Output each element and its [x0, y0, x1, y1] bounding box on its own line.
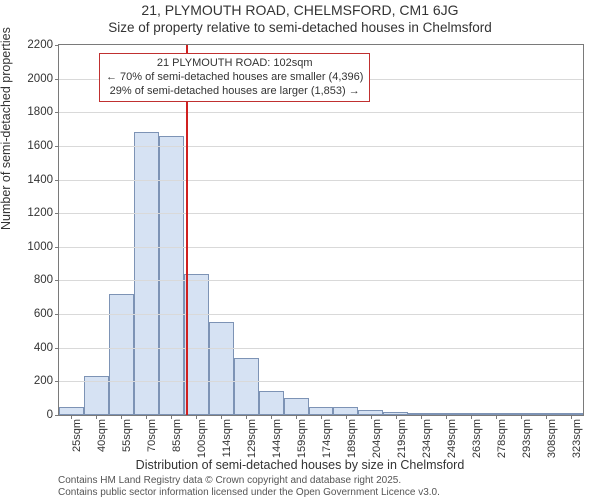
- histogram-bar: [284, 398, 309, 415]
- y-tick-mark: [55, 247, 59, 248]
- x-tick-label: 129sqm: [246, 419, 258, 458]
- footer-attribution: Contains HM Land Registry data © Crown c…: [58, 475, 440, 498]
- y-tick-label: 1600: [27, 140, 53, 152]
- x-tick-label: 85sqm: [171, 419, 183, 452]
- x-tick-label: 144sqm: [271, 419, 283, 458]
- y-tick-label: 400: [34, 342, 53, 354]
- gridline: [59, 314, 583, 315]
- gridline: [59, 213, 583, 214]
- x-axis-label: Distribution of semi-detached houses by …: [0, 458, 600, 472]
- y-tick-mark: [55, 348, 59, 349]
- annotation-line: ← 70% of semi-detached houses are smalle…: [106, 71, 363, 85]
- x-tick-label: 114sqm: [221, 419, 233, 457]
- y-tick-label: 600: [34, 308, 53, 320]
- gridline: [59, 348, 583, 349]
- x-tick-label: 100sqm: [196, 419, 208, 458]
- x-tick-label: 249sqm: [446, 419, 458, 458]
- gridline: [59, 247, 583, 248]
- y-tick-mark: [55, 213, 59, 214]
- x-tick-label: 55sqm: [121, 419, 133, 452]
- x-tick-label: 159sqm: [296, 419, 308, 458]
- histogram-bar: [109, 294, 134, 415]
- histogram-bar: [333, 407, 358, 415]
- x-tick-label: 278sqm: [496, 419, 508, 458]
- x-tick-label: 40sqm: [96, 419, 108, 452]
- y-tick-label: 1200: [27, 207, 53, 219]
- chart-title-address: 21, PLYMOUTH ROAD, CHELMSFORD, CM1 6JG: [0, 2, 600, 18]
- y-tick-label: 800: [34, 274, 53, 286]
- x-tick-label: 234sqm: [421, 419, 433, 458]
- histogram-bar: [209, 322, 234, 415]
- y-tick-mark: [55, 45, 59, 46]
- y-tick-label: 200: [34, 375, 53, 387]
- annotation-line: 21 PLYMOUTH ROAD: 102sqm: [106, 57, 363, 71]
- y-tick-label: 2000: [27, 73, 53, 85]
- y-tick-label: 0: [47, 409, 53, 421]
- histogram-bar: [309, 407, 334, 415]
- histogram-bar: [259, 391, 284, 415]
- y-tick-label: 1400: [27, 174, 53, 186]
- x-tick-label: 293sqm: [521, 419, 533, 458]
- histogram-chart: 21, PLYMOUTH ROAD, CHELMSFORD, CM1 6JG S…: [0, 0, 600, 500]
- histogram-bar: [59, 407, 84, 415]
- footer-line-2: Contains public sector information licen…: [58, 487, 440, 498]
- x-tick-label: 308sqm: [546, 419, 558, 458]
- gridline: [59, 112, 583, 113]
- x-tick-label: 174sqm: [321, 419, 333, 458]
- x-tick-label: 25sqm: [71, 419, 83, 452]
- x-tick-label: 189sqm: [346, 419, 358, 458]
- histogram-bar: [159, 136, 184, 415]
- gridline: [59, 146, 583, 147]
- y-tick-mark: [55, 79, 59, 80]
- y-tick-label: 2200: [27, 39, 53, 51]
- y-axis-label: Number of semi-detached properties: [0, 27, 13, 230]
- histogram-bar: [234, 358, 259, 415]
- x-tick-label: 323sqm: [571, 419, 583, 458]
- annotation-line: 29% of semi-detached houses are larger (…: [106, 85, 363, 99]
- x-tick-label: 263sqm: [471, 419, 483, 458]
- y-tick-mark: [55, 314, 59, 315]
- x-tick-label: 219sqm: [396, 419, 408, 458]
- histogram-bar: [134, 132, 159, 415]
- y-tick-mark: [55, 415, 59, 416]
- annotation-box: 21 PLYMOUTH ROAD: 102sqm← 70% of semi-de…: [99, 53, 370, 102]
- plot-area: 0200400600800100012001400160018002000220…: [58, 44, 584, 416]
- y-tick-label: 1800: [27, 106, 53, 118]
- x-tick-label: 204sqm: [371, 419, 383, 458]
- y-tick-mark: [55, 146, 59, 147]
- y-tick-mark: [55, 280, 59, 281]
- gridline: [59, 280, 583, 281]
- footer-line-1: Contains HM Land Registry data © Crown c…: [58, 475, 401, 486]
- y-tick-label: 1000: [27, 241, 53, 253]
- x-tick-label: 70sqm: [146, 419, 158, 452]
- y-tick-mark: [55, 381, 59, 382]
- y-tick-mark: [55, 112, 59, 113]
- gridline: [59, 180, 583, 181]
- chart-subtitle: Size of property relative to semi-detach…: [0, 20, 600, 35]
- y-tick-mark: [55, 180, 59, 181]
- gridline: [59, 381, 583, 382]
